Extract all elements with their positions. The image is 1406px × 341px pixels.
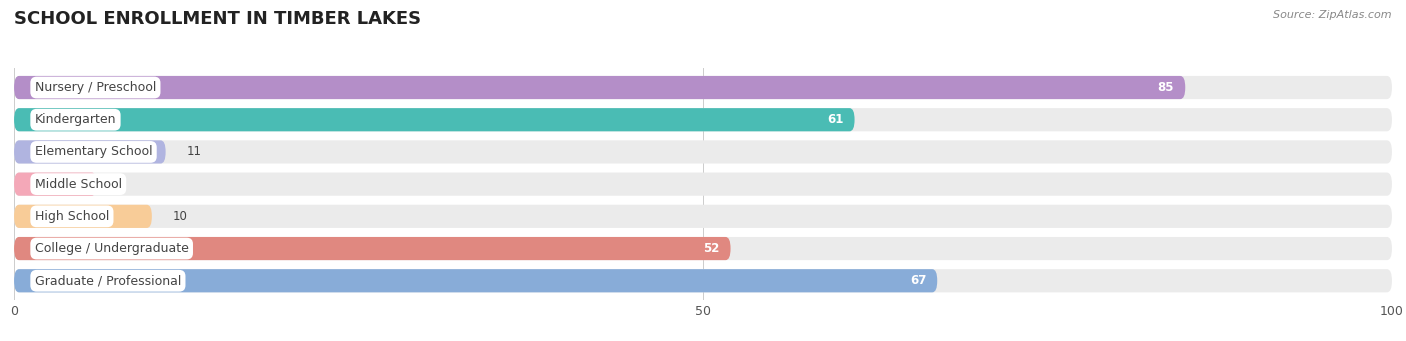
FancyBboxPatch shape [14,108,855,131]
Text: 6: 6 [118,178,125,191]
FancyBboxPatch shape [14,76,1392,99]
FancyBboxPatch shape [14,205,1392,228]
Text: 67: 67 [910,274,927,287]
Text: 10: 10 [173,210,187,223]
FancyBboxPatch shape [14,76,1185,99]
Text: Kindergarten: Kindergarten [35,113,117,126]
Text: Source: ZipAtlas.com: Source: ZipAtlas.com [1274,10,1392,20]
Text: SCHOOL ENROLLMENT IN TIMBER LAKES: SCHOOL ENROLLMENT IN TIMBER LAKES [14,10,422,28]
Text: Graduate / Professional: Graduate / Professional [35,274,181,287]
Text: Nursery / Preschool: Nursery / Preschool [35,81,156,94]
FancyBboxPatch shape [14,173,1392,196]
FancyBboxPatch shape [14,237,1392,260]
Text: 11: 11 [186,145,201,159]
FancyBboxPatch shape [14,140,166,164]
Text: College / Undergraduate: College / Undergraduate [35,242,188,255]
Text: 52: 52 [703,242,720,255]
Text: Middle School: Middle School [35,178,122,191]
Text: 85: 85 [1157,81,1174,94]
Text: 61: 61 [827,113,844,126]
FancyBboxPatch shape [14,173,97,196]
FancyBboxPatch shape [14,205,152,228]
FancyBboxPatch shape [14,140,1392,164]
FancyBboxPatch shape [14,108,1392,131]
FancyBboxPatch shape [14,269,938,292]
FancyBboxPatch shape [14,237,731,260]
FancyBboxPatch shape [14,269,1392,292]
Text: High School: High School [35,210,110,223]
Text: Elementary School: Elementary School [35,145,152,159]
